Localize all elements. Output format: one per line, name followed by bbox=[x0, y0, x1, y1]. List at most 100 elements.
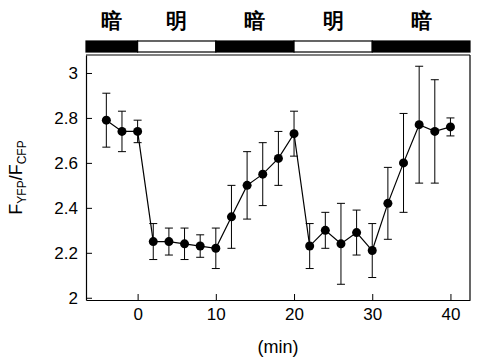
data-point bbox=[211, 244, 220, 253]
period-bar bbox=[372, 41, 470, 52]
error-bar-cap bbox=[306, 268, 314, 269]
x-tick-label: 0 bbox=[133, 305, 142, 324]
y-tick-label: 2.8 bbox=[54, 109, 78, 128]
period-label: 明 bbox=[323, 9, 344, 33]
y-tick: 3 bbox=[69, 64, 92, 83]
x-tick: 30 bbox=[363, 294, 382, 324]
y-tick-mark bbox=[86, 118, 92, 119]
y-tick-label: 3 bbox=[69, 64, 78, 83]
x-axis-line bbox=[87, 300, 471, 301]
x-tick-mark bbox=[294, 294, 295, 300]
error-bar-cap bbox=[181, 259, 189, 260]
period-bar bbox=[216, 41, 294, 52]
error-bar-cap bbox=[118, 151, 126, 152]
data-point bbox=[258, 170, 267, 179]
y-axis-line bbox=[86, 56, 87, 301]
y-axis-title-part: F bbox=[6, 204, 26, 215]
error-bar-cap bbox=[196, 234, 204, 235]
error-bar-cap bbox=[353, 255, 361, 256]
data-point bbox=[336, 239, 345, 248]
series-line bbox=[106, 120, 450, 250]
x-tick: 40 bbox=[441, 294, 460, 324]
frame-top bbox=[86, 54, 470, 55]
error-bar bbox=[259, 143, 267, 206]
y-tick-label: 2.4 bbox=[54, 199, 78, 218]
error-bar bbox=[431, 80, 439, 183]
x-tick-mark bbox=[372, 294, 373, 300]
error-bar-cap bbox=[102, 147, 110, 148]
y-tick-label: 2.2 bbox=[54, 244, 78, 263]
x-tick-label: 30 bbox=[363, 305, 382, 324]
error-bar bbox=[212, 228, 220, 268]
error-bar-cap bbox=[149, 223, 157, 224]
error-bar-cap bbox=[181, 228, 189, 229]
y-tick: 2.6 bbox=[54, 154, 92, 173]
error-bar bbox=[446, 118, 454, 136]
error-bar bbox=[118, 111, 126, 151]
data-point bbox=[227, 212, 236, 221]
error-bar bbox=[321, 212, 329, 248]
chart: 暗明暗明暗01020304022.22.42.62.83(min)FYFP/FC… bbox=[0, 0, 485, 361]
x-tick-mark bbox=[138, 294, 139, 300]
error-bar bbox=[337, 203, 345, 284]
error-bar bbox=[290, 111, 298, 156]
error-bar-cap bbox=[368, 223, 376, 224]
error-bar bbox=[415, 66, 423, 183]
y-tick: 2.8 bbox=[54, 109, 92, 128]
period-label: 暗 bbox=[101, 9, 122, 33]
error-bar-cap bbox=[149, 259, 157, 260]
data-point bbox=[243, 181, 252, 190]
x-axis-title: (min) bbox=[258, 337, 299, 357]
data-point bbox=[164, 237, 173, 246]
data-point bbox=[133, 127, 142, 136]
error-bar-cap bbox=[384, 167, 392, 168]
error-bar bbox=[165, 228, 173, 255]
error-bar-cap bbox=[212, 268, 220, 269]
y-tick-label: 2.6 bbox=[54, 154, 78, 173]
period-bar bbox=[138, 41, 216, 52]
x-tick-mark bbox=[216, 294, 217, 300]
error-bar-cap bbox=[259, 142, 267, 143]
error-bar-cap bbox=[400, 212, 408, 213]
data-point bbox=[290, 129, 299, 138]
x-tick: 0 bbox=[133, 294, 142, 324]
error-bar-cap bbox=[118, 111, 126, 112]
data-point bbox=[180, 239, 189, 248]
error-bar bbox=[400, 113, 408, 212]
error-bar-cap bbox=[321, 248, 329, 249]
error-bar-cap bbox=[446, 117, 454, 118]
error-bar bbox=[353, 210, 361, 255]
x-tick-label: 40 bbox=[441, 305, 460, 324]
error-bar-cap bbox=[321, 212, 329, 213]
error-bar bbox=[227, 185, 235, 248]
data-point bbox=[352, 228, 361, 237]
period-label: 暗 bbox=[244, 9, 265, 33]
error-bar-cap bbox=[212, 228, 220, 229]
period-band: 暗明暗明暗 bbox=[86, 9, 470, 52]
error-bar-cap bbox=[337, 284, 345, 285]
frame-right bbox=[469, 55, 470, 300]
error-bar-cap bbox=[337, 203, 345, 204]
y-tick: 2.2 bbox=[54, 244, 92, 263]
period-bar bbox=[294, 41, 372, 52]
y-tick: 2 bbox=[69, 289, 92, 308]
error-bar bbox=[384, 167, 392, 239]
error-bar-cap bbox=[227, 185, 235, 186]
data-point bbox=[321, 226, 330, 235]
y-tick-mark bbox=[86, 298, 92, 299]
data-point bbox=[399, 158, 408, 167]
error-bar-cap bbox=[415, 66, 423, 67]
data-point bbox=[430, 127, 439, 136]
error-bar-cap bbox=[353, 210, 361, 211]
error-bar-cap bbox=[243, 219, 251, 220]
x-tick-label: 10 bbox=[207, 305, 226, 324]
y-tick-mark bbox=[86, 73, 92, 74]
data-point bbox=[415, 120, 424, 129]
data-point bbox=[196, 242, 205, 251]
plot-area: 暗明暗明暗01020304022.22.42.62.83 bbox=[54, 9, 470, 324]
error-bar bbox=[196, 235, 204, 257]
period-label: 暗 bbox=[411, 9, 432, 33]
y-tick-mark bbox=[86, 253, 92, 254]
error-bar-cap bbox=[306, 223, 314, 224]
data-point bbox=[149, 237, 158, 246]
